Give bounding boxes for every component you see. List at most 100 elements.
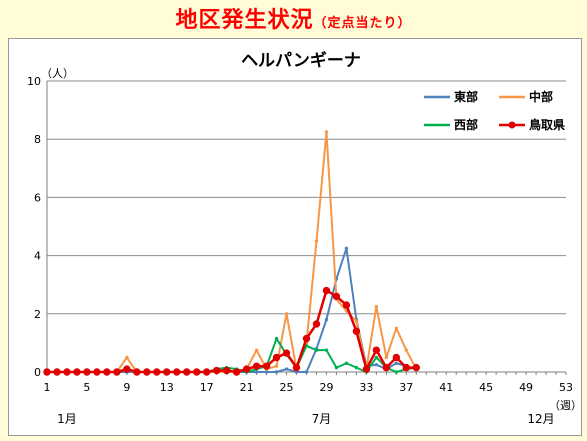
data-point xyxy=(232,368,241,376)
data-point xyxy=(352,327,361,335)
page-title-main: 地区発生状況 xyxy=(175,8,314,33)
x-tick-label: 17 xyxy=(200,381,214,394)
x-tick-label: 45 xyxy=(479,381,493,394)
x-tick-label: 13 xyxy=(160,381,174,394)
data-point xyxy=(272,353,281,362)
data-point xyxy=(43,368,51,376)
data-point xyxy=(242,365,251,373)
data-point xyxy=(354,319,359,323)
data-point xyxy=(344,361,349,365)
x-tick-labels: 1 5 9 13 17 21 25 29 33 37 41 45 49 53 xyxy=(44,381,574,394)
data-point xyxy=(264,370,269,374)
data-point xyxy=(334,365,339,370)
data-point xyxy=(322,286,331,295)
legend-entry: 中部 xyxy=(499,89,553,104)
y-tick-label: 0 xyxy=(34,366,41,379)
chart-grid xyxy=(47,80,566,315)
x-tick-label: 1 xyxy=(44,381,51,394)
data-point xyxy=(143,368,151,376)
page-title: 地区発生状況（定点当たり） xyxy=(0,2,587,34)
data-point xyxy=(302,334,311,343)
data-point xyxy=(374,355,379,360)
series-line xyxy=(47,289,417,374)
data-point xyxy=(284,312,289,316)
y-tick-labels: 0 2 4 6 8 10 xyxy=(27,75,41,379)
data-point xyxy=(153,368,161,376)
data-point xyxy=(254,370,259,374)
data-point xyxy=(304,370,309,374)
data-point xyxy=(314,239,319,243)
chart-axes xyxy=(46,81,567,375)
data-point xyxy=(384,355,389,360)
month-label: 1月 xyxy=(57,412,77,426)
chart-series xyxy=(43,130,420,376)
legend-marker xyxy=(508,121,516,129)
data-point xyxy=(374,363,379,367)
chart-frame: ヘルパンギーナ （人） （週） 0 2 4 6 8 10 1 5 9 13 17 21 25 29 33 3… xyxy=(8,38,582,436)
data-point xyxy=(394,361,399,365)
data-point xyxy=(374,304,379,309)
data-point xyxy=(202,368,211,376)
data-point xyxy=(103,368,111,376)
data-point xyxy=(212,366,221,375)
data-point xyxy=(133,368,141,376)
y-tick-label: 10 xyxy=(27,75,41,88)
x-tick-label: 37 xyxy=(399,381,413,394)
data-point xyxy=(394,326,399,331)
y-tick-label: 6 xyxy=(34,191,41,204)
page-title-subtitle: （定点当たり） xyxy=(313,16,412,31)
y-tick-label: 4 xyxy=(34,250,41,263)
data-point xyxy=(324,130,329,134)
data-point xyxy=(344,246,349,251)
data-point xyxy=(392,353,401,362)
data-point xyxy=(354,365,359,370)
data-point xyxy=(193,368,201,376)
series-line xyxy=(47,247,417,373)
x-axis-unit-label: （週） xyxy=(549,399,581,412)
data-point xyxy=(274,370,279,374)
y-tick-label: 8 xyxy=(34,133,41,146)
data-point xyxy=(274,364,279,368)
x-tick-label: 21 xyxy=(240,381,254,394)
x-tick-label: 5 xyxy=(83,381,90,394)
data-point xyxy=(83,368,91,376)
legend-entry: 鳥取県 xyxy=(499,117,565,132)
month-label: 12月 xyxy=(527,412,554,426)
data-point xyxy=(282,349,291,357)
data-point xyxy=(382,363,391,372)
data-point xyxy=(252,362,261,370)
data-point xyxy=(93,368,101,376)
data-point xyxy=(314,348,319,352)
x-tick-label: 29 xyxy=(319,381,333,394)
data-point xyxy=(63,368,71,376)
x-tick-label: 49 xyxy=(519,381,533,394)
x-tick-label: 53 xyxy=(559,381,573,394)
legend-entry: 西部 xyxy=(424,117,478,132)
data-point xyxy=(394,370,399,374)
data-point xyxy=(324,317,329,322)
y-tick-label: 2 xyxy=(34,308,41,321)
data-point xyxy=(254,348,259,352)
x-tick-label: 33 xyxy=(359,381,373,394)
legend-label: 東部 xyxy=(454,89,478,104)
data-point xyxy=(372,346,381,354)
data-point xyxy=(73,368,81,376)
data-point xyxy=(412,363,420,372)
data-point xyxy=(163,368,171,376)
month-label: 7月 xyxy=(312,412,332,426)
data-point xyxy=(342,301,351,309)
data-point xyxy=(53,368,61,376)
data-point xyxy=(183,368,191,376)
data-point xyxy=(332,292,341,301)
legend-label: 中部 xyxy=(529,89,553,104)
month-labels: 1月 7月 12月 xyxy=(57,412,555,426)
series-4 xyxy=(43,286,420,376)
x-tick-label: 9 xyxy=(123,381,130,394)
data-point xyxy=(402,363,411,372)
data-point xyxy=(222,366,231,375)
legend-entry: 東部 xyxy=(424,89,478,104)
chart-title: ヘルパンギーナ xyxy=(241,51,361,71)
line-chart: ヘルパンギーナ （人） （週） 0 2 4 6 8 10 1 5 9 13 17 21 25 29 33 3… xyxy=(27,51,582,426)
data-point xyxy=(125,355,129,360)
